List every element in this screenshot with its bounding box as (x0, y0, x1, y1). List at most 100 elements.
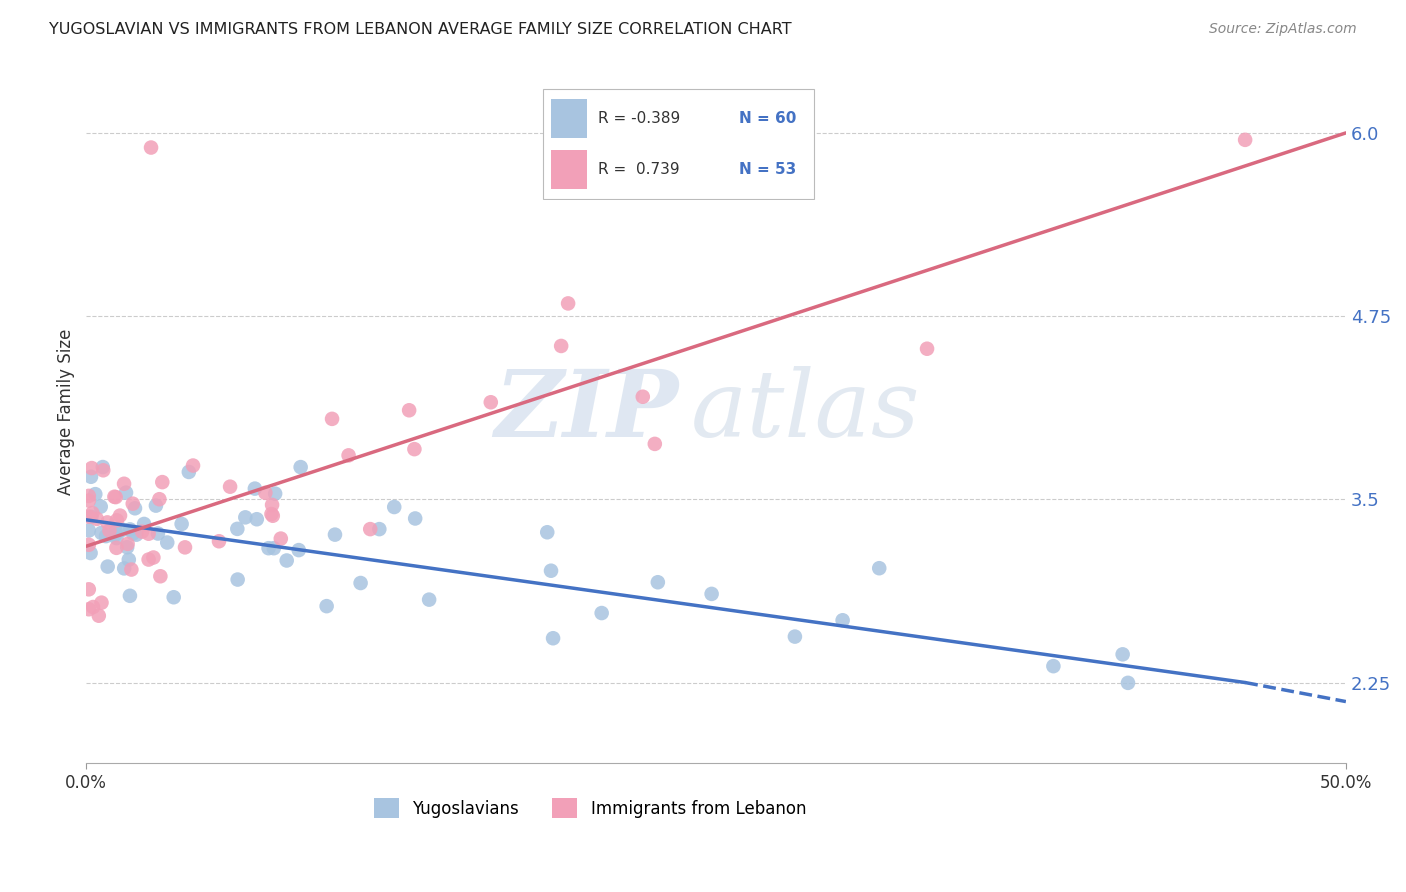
Text: ZIP: ZIP (494, 367, 678, 457)
Point (868, 561, 890, 575)
Point (90, 500, 112, 514)
Point (90, 525, 112, 540)
Point (541, 632, 564, 646)
Point (208, 534, 231, 549)
Point (315, 599, 337, 614)
Point (122, 526, 145, 541)
Point (77, 509, 100, 524)
Point (149, 569, 172, 583)
Point (418, 592, 440, 607)
Point (111, 523, 134, 537)
Point (915, 342, 938, 356)
Point (287, 543, 309, 558)
Point (77, 524, 100, 538)
Point (121, 497, 143, 511)
Point (647, 575, 669, 590)
Point (404, 442, 426, 457)
Point (115, 540, 138, 554)
Point (118, 589, 141, 603)
Point (131, 524, 153, 539)
Point (368, 522, 391, 536)
Point (145, 499, 167, 513)
Point (91, 460, 114, 475)
Point (382, 500, 405, 514)
Point (90, 596, 112, 610)
Point (349, 576, 371, 591)
Point (177, 465, 200, 479)
Point (181, 458, 204, 473)
Point (156, 535, 179, 549)
Point (219, 480, 242, 494)
Point (82, 600, 104, 615)
Point (77, 582, 100, 597)
Point (359, 522, 381, 536)
Point (479, 395, 502, 409)
Point (80, 461, 103, 475)
Point (276, 553, 298, 567)
Point (80, 509, 103, 524)
Point (323, 527, 346, 541)
Point (263, 541, 285, 556)
Point (270, 532, 292, 546)
Text: YUGOSLAVIAN VS IMMIGRANTS FROM LEBANON AVERAGE FAMILY SIZE CORRELATION CHART: YUGOSLAVIAN VS IMMIGRANTS FROM LEBANON A… (49, 22, 792, 37)
Point (700, 587, 723, 601)
Point (591, 606, 613, 620)
Point (94, 529, 117, 543)
Point (105, 541, 128, 555)
Point (404, 511, 426, 525)
Point (82, 506, 104, 520)
Point (120, 523, 142, 537)
Point (112, 561, 135, 575)
Point (104, 490, 127, 504)
Point (125, 527, 148, 541)
Point (117, 537, 139, 551)
Legend: Yugoslavians, Immigrants from Lebanon: Yugoslavians, Immigrants from Lebanon (367, 791, 813, 825)
Text: Source: ZipAtlas.com: Source: ZipAtlas.com (1209, 22, 1357, 37)
Point (233, 510, 256, 524)
Point (142, 550, 165, 565)
Point (257, 541, 280, 556)
Point (103, 490, 125, 504)
Point (104, 524, 127, 538)
Point (1234, 133, 1257, 147)
Point (104, 528, 127, 542)
Point (644, 437, 666, 451)
Point (84, 487, 107, 501)
Point (557, 296, 579, 310)
Point (105, 513, 128, 527)
Point (77, 602, 100, 616)
Point (150, 475, 173, 489)
Point (260, 507, 283, 521)
Point (262, 508, 284, 523)
Point (290, 460, 312, 475)
Point (246, 512, 269, 526)
Point (226, 573, 249, 587)
Text: atlas: atlas (690, 367, 921, 457)
Point (120, 563, 142, 577)
Point (540, 564, 562, 578)
Point (77, 493, 100, 508)
Point (112, 476, 135, 491)
Point (96, 516, 118, 530)
Point (321, 412, 343, 426)
Point (79, 546, 101, 560)
Point (105, 531, 128, 545)
Point (124, 501, 146, 516)
Point (254, 486, 277, 500)
Point (87, 608, 110, 623)
Point (77, 489, 100, 503)
Point (77, 538, 100, 552)
Point (170, 516, 193, 531)
Point (80, 469, 103, 483)
Point (1042, 659, 1064, 673)
Point (138, 552, 160, 566)
Point (226, 522, 249, 536)
Point (138, 526, 160, 541)
Point (1116, 676, 1139, 690)
Point (550, 339, 572, 353)
Point (146, 526, 169, 541)
Point (163, 591, 186, 605)
Point (118, 552, 141, 566)
Point (97, 559, 120, 574)
Point (1111, 648, 1133, 662)
